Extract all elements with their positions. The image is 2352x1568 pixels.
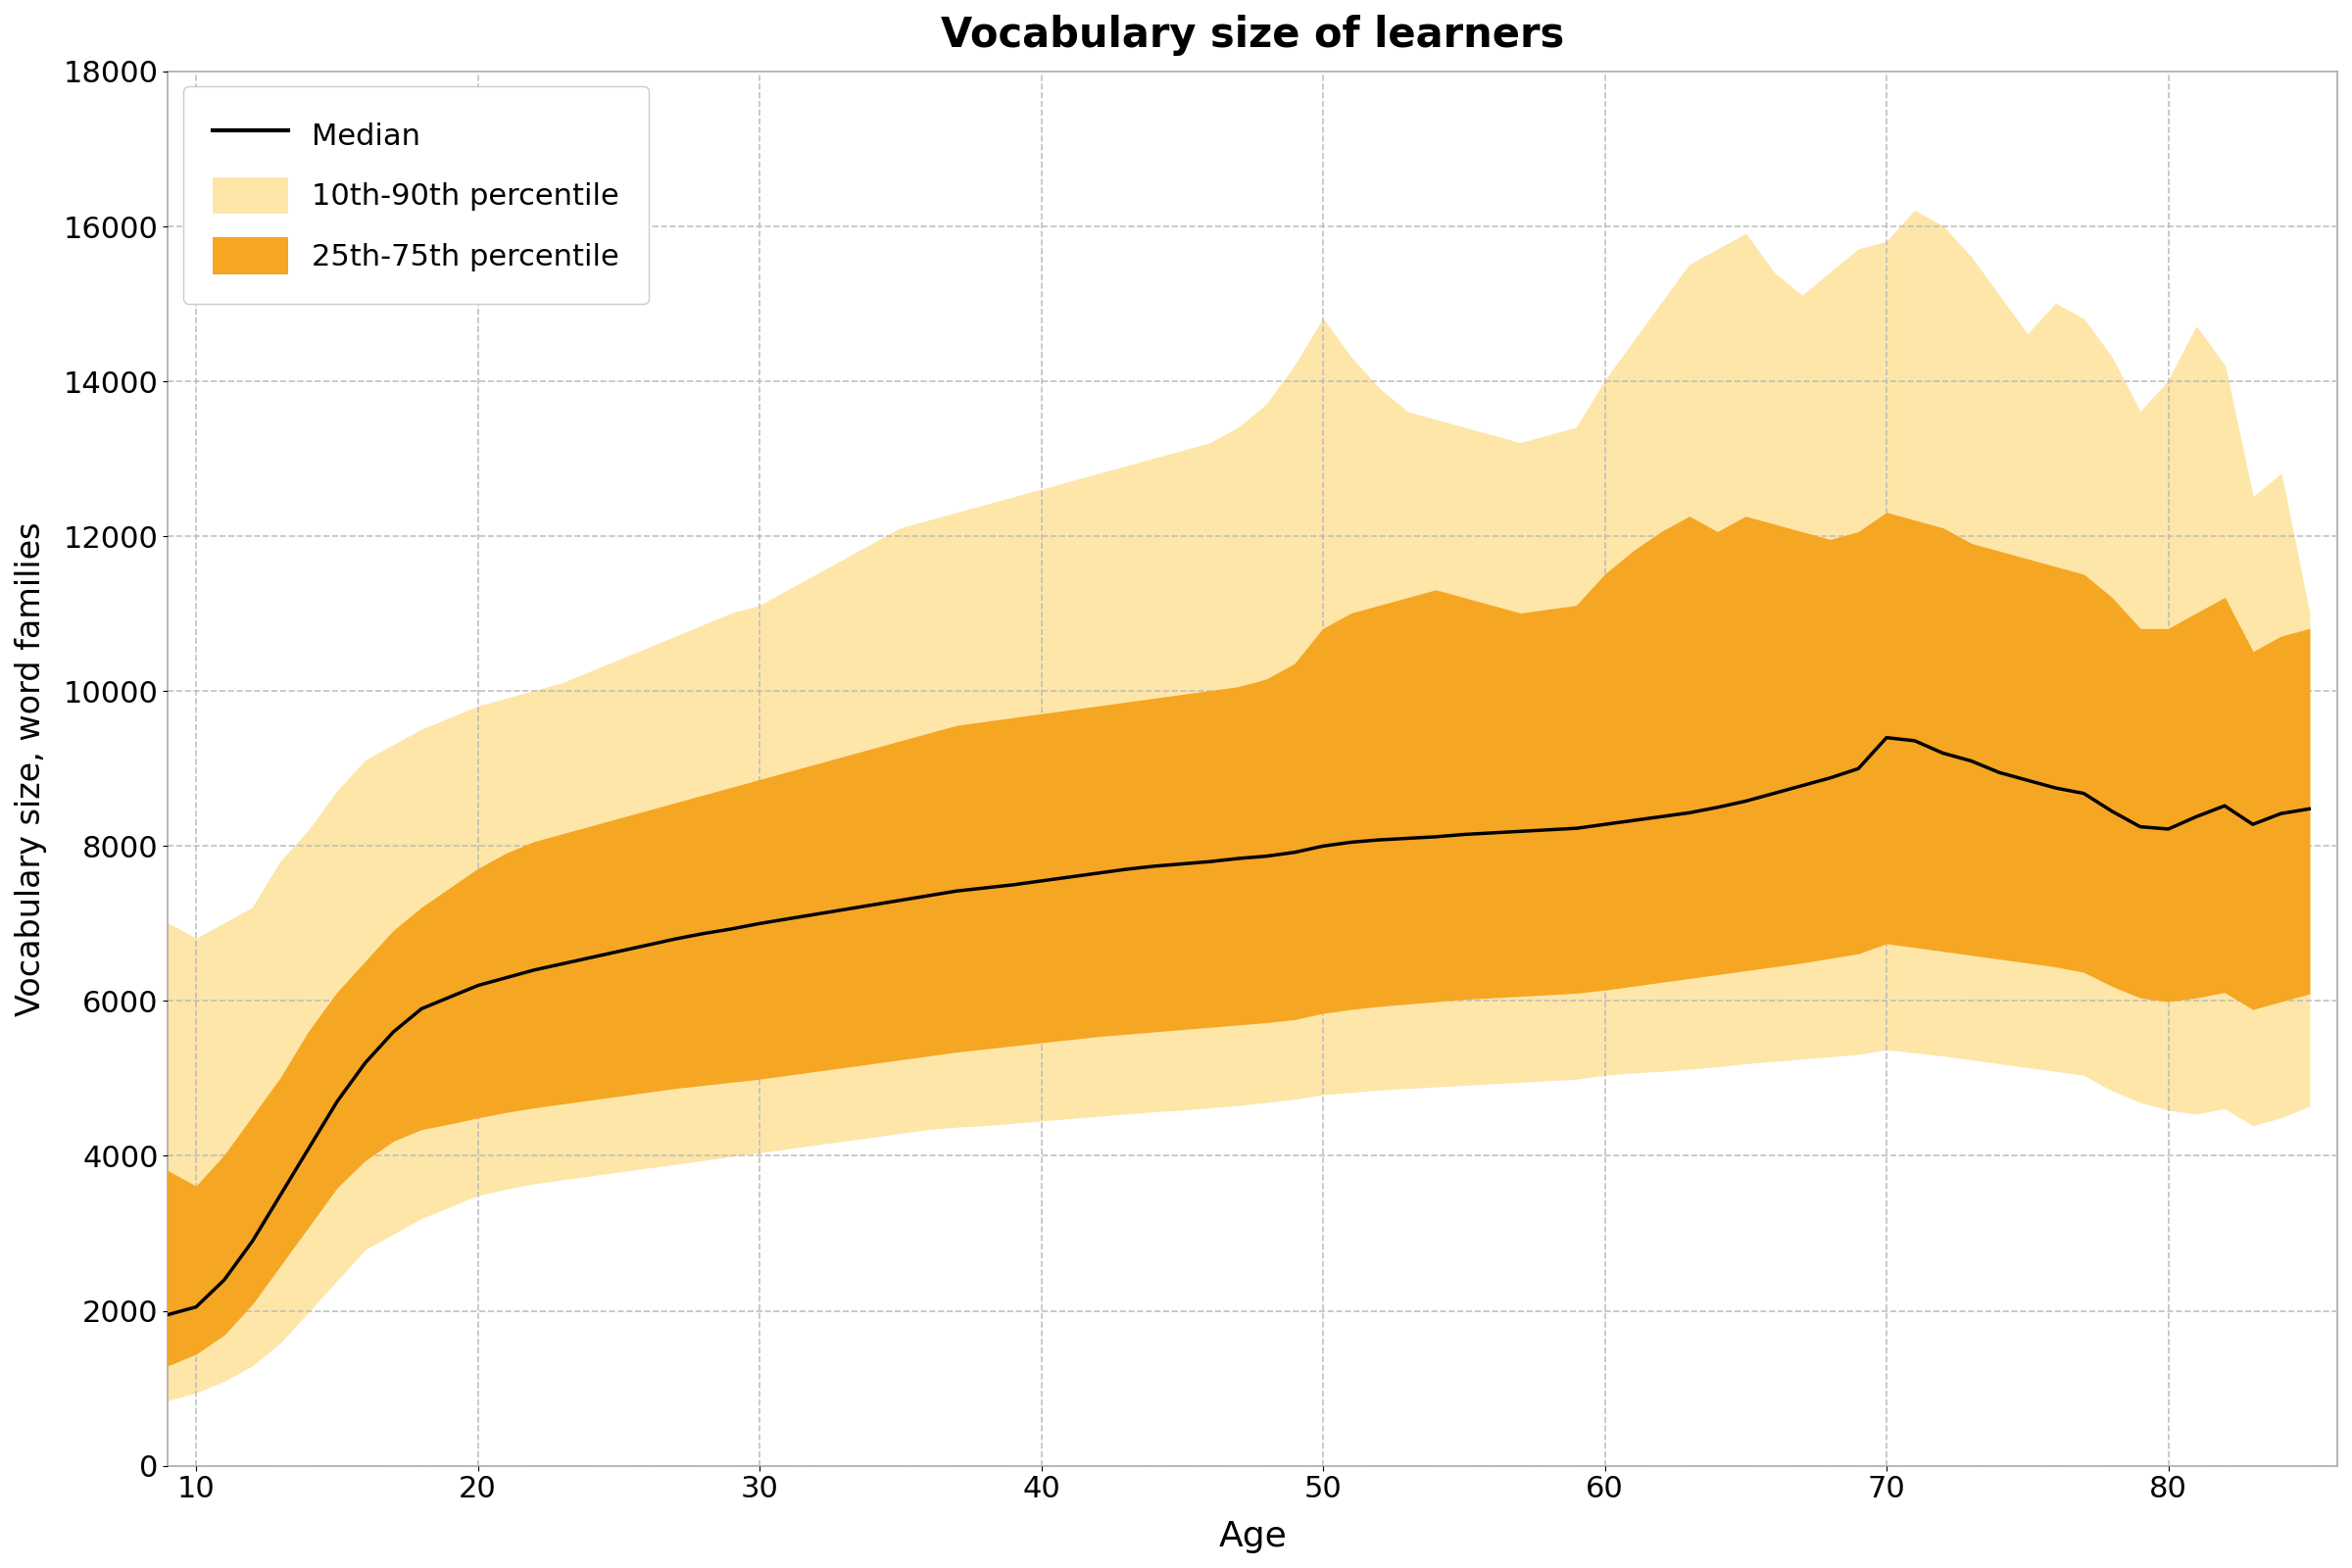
Title: Vocabulary size of learners: Vocabulary size of learners	[941, 14, 1564, 56]
Legend: Median, 10th-90th percentile, 25th-75th percentile: Median, 10th-90th percentile, 25th-75th …	[183, 86, 649, 304]
X-axis label: Age: Age	[1218, 1519, 1287, 1554]
Y-axis label: Vocabulary size, word families: Vocabulary size, word families	[14, 522, 47, 1016]
